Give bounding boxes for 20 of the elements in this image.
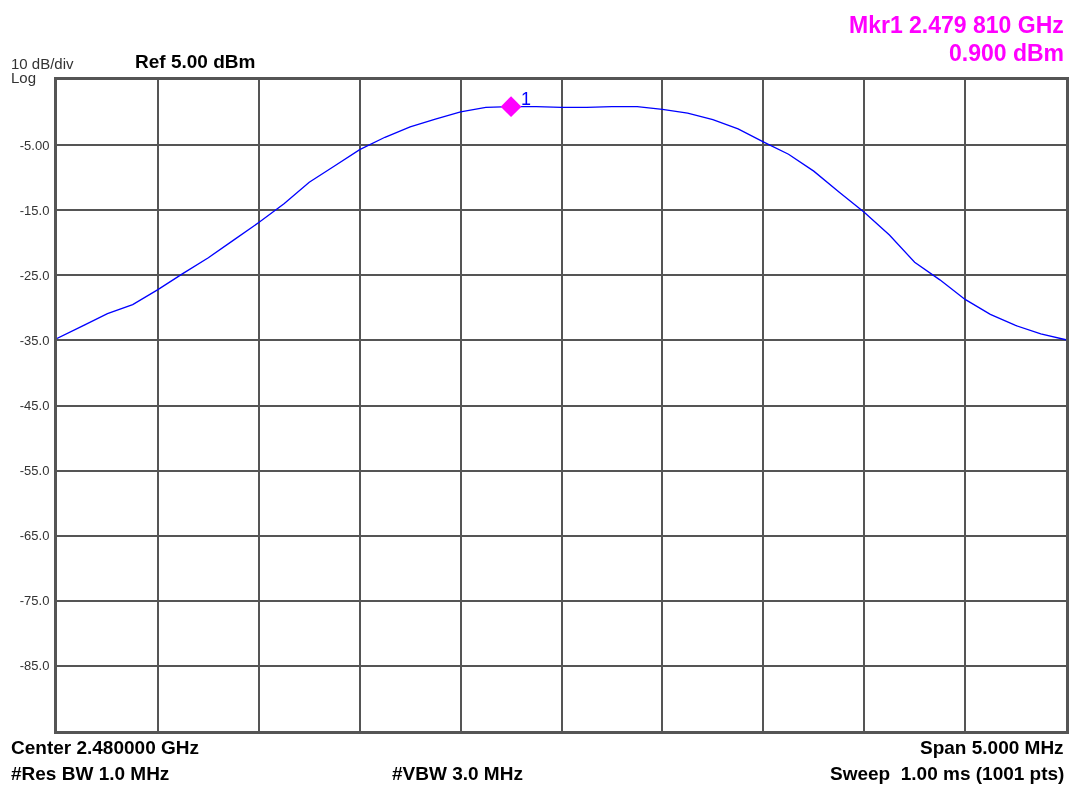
- y-tick-label: -55.0: [19, 463, 50, 479]
- text: Ref 5.00 dBm: [135, 51, 256, 72]
- text: Span 5.000 MHz: [920, 737, 1064, 758]
- text: Mkr1 2.479 810 GHz: [849, 12, 1064, 38]
- text: #VBW 3.0 MHz: [392, 763, 523, 784]
- y-tick-label: -45.0: [19, 398, 50, 414]
- y-tick-label: -25.0: [19, 267, 50, 283]
- y-tick-label: -75.0: [19, 593, 50, 609]
- y-tick-label: -85.0: [19, 658, 50, 674]
- y-tick-label: -15.0: [19, 202, 50, 218]
- y-tick-label: -65.0: [19, 528, 50, 544]
- y-tick-label: -35.0: [19, 332, 50, 348]
- text: Sweep 1.00 ms (1001 pts): [830, 763, 1065, 784]
- text: Log: [11, 69, 37, 86]
- annotation: 1: [521, 89, 532, 109]
- text: Center 2.480000 GHz: [11, 737, 199, 758]
- text: 0.900 dBm: [949, 40, 1065, 66]
- text: #Res BW 1.0 MHz: [11, 763, 170, 784]
- text: 10 dB/div: [11, 55, 75, 72]
- y-tick-label: -5.00: [19, 137, 50, 153]
